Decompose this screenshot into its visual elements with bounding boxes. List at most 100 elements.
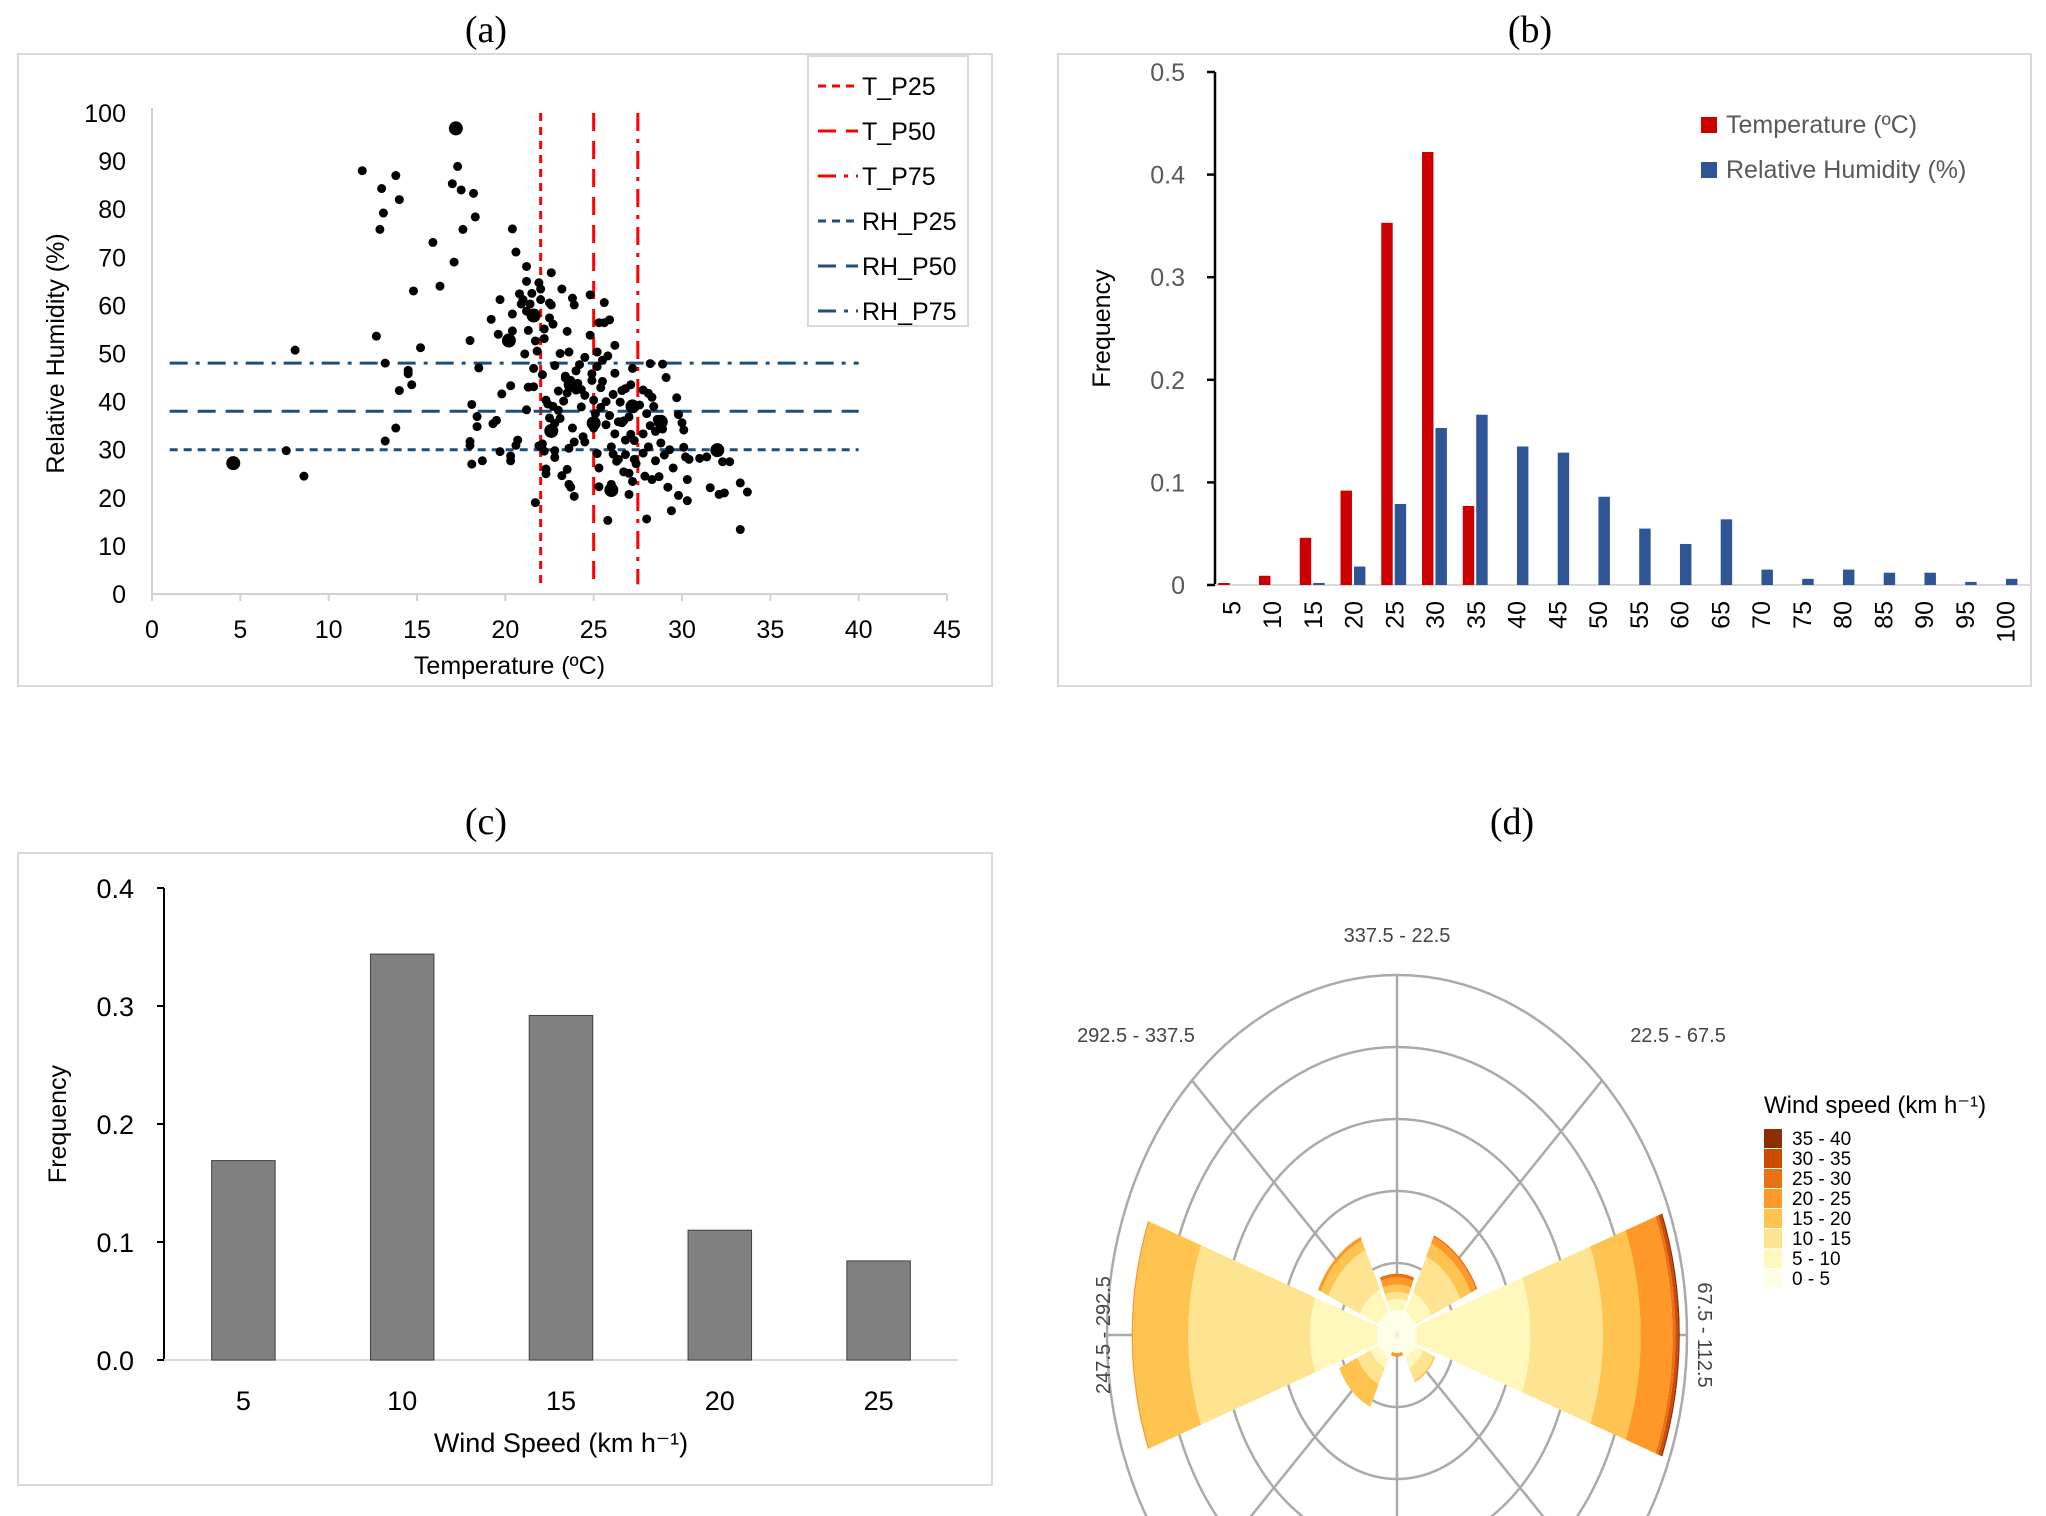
- x-axis-label: Temperature (ºC): [414, 652, 605, 680]
- scatter-point: [695, 453, 705, 463]
- bar-humidity: [1842, 569, 1855, 585]
- scatter-chart-a: 0 10 20 30 40 50 60 70 80 90 100 0 5 10 15 20 25 30 35 40 45…: [42, 55, 969, 680]
- scatter-point: [580, 390, 590, 400]
- x-tick-label: 40: [1504, 601, 1532, 629]
- grid-spoke: [1396, 1334, 1545, 1516]
- scatter-point: [553, 405, 563, 415]
- rose-segment: [1405, 1292, 1432, 1325]
- x-tick-label: 45: [1544, 601, 1572, 629]
- rose-segment: [1397, 1335, 1416, 1358]
- y-axis-label: Frequency: [1088, 269, 1116, 388]
- scatter-point: [638, 429, 648, 439]
- scatter-point: [620, 435, 630, 445]
- scatter-point: [470, 212, 480, 222]
- scatter-point: [682, 475, 692, 485]
- bar-humidity: [1598, 496, 1610, 585]
- rose-segment: [1430, 1236, 1477, 1293]
- scatter-point: [718, 457, 728, 467]
- bar-humidity: [1353, 566, 1366, 585]
- legend-label: RH_P75: [862, 298, 957, 326]
- bar-chart-c: 0.0 0.1 0.2 0.3 0.4 Frequency 5 10 15 20 25 Wind Sp…: [44, 874, 958, 1458]
- bar-humidity: [1802, 578, 1814, 585]
- scatter-point: [541, 469, 551, 479]
- scatter-point: [546, 300, 556, 310]
- scatter-point: [495, 295, 505, 305]
- y-axis-label: Frequency: [44, 1064, 72, 1183]
- x-tick-label: 95: [1952, 601, 1980, 629]
- y-tick-label: 60: [98, 292, 126, 320]
- scatter-point: [596, 402, 606, 412]
- rose-segment: [1413, 1356, 1436, 1383]
- x-tick-label: 75: [1789, 601, 1817, 629]
- scatter-point: [391, 423, 401, 433]
- scatter-point: [380, 358, 390, 368]
- bar-temperature: [1422, 152, 1434, 585]
- scatter-point: [635, 400, 645, 410]
- rose-segment: [1320, 1240, 1366, 1296]
- scatter-point: [610, 368, 620, 378]
- scatter-point: [507, 224, 517, 234]
- legend-label: 30 - 35: [1792, 1149, 1851, 1170]
- scatter-point: [569, 491, 579, 501]
- scatter-point: [606, 442, 616, 452]
- scatter-point: [377, 184, 387, 194]
- x-tick-label: 25: [1381, 601, 1409, 629]
- scatter-point: [705, 483, 715, 493]
- rose-segment: [1409, 1350, 1434, 1381]
- scatter-point: [357, 166, 367, 176]
- scatter-point: [550, 446, 560, 456]
- scatter-point: [673, 410, 683, 420]
- legend-label: Relative Humidity (%): [1726, 156, 1966, 184]
- scatter-point: [629, 436, 639, 446]
- y-tick-label: 0.3: [96, 992, 134, 1022]
- y-tick-label: 0.1: [96, 1228, 134, 1258]
- scatter-point: [642, 409, 652, 419]
- x-tick-label: 85: [1870, 601, 1898, 629]
- scatter-point: [299, 471, 309, 481]
- scatter-point: [522, 276, 532, 286]
- panel-a-title: (a): [464, 9, 508, 51]
- bar-wind-speed: [528, 1014, 594, 1361]
- legend-label: RH_P25: [862, 208, 957, 236]
- y-tick-label: 0.1: [1150, 469, 1185, 497]
- legend-label: 35 - 40: [1792, 1129, 1851, 1150]
- bar-temperature: [1381, 222, 1393, 585]
- scatter-point: [603, 515, 613, 525]
- legend-label: T_P25: [862, 73, 936, 101]
- scatter-point: [394, 195, 404, 205]
- legend-label: 25 - 30: [1792, 1169, 1851, 1190]
- panel-b-title: (b): [1507, 9, 1553, 51]
- scatter-point: [599, 298, 609, 308]
- legend-swatch: [1764, 1269, 1782, 1288]
- scatter-point: [375, 224, 385, 234]
- y-tick-label: 0.3: [1150, 264, 1185, 292]
- scatter-point: [486, 314, 496, 324]
- scatter-point: [507, 326, 517, 336]
- legend-swatch: [1701, 117, 1717, 133]
- scatter-point: [679, 442, 689, 452]
- scatter-point: [589, 423, 599, 433]
- scatter-point: [587, 375, 597, 385]
- rose-segment: [1379, 1273, 1415, 1281]
- direction-label: 67.5 - 112.5: [1693, 1282, 1715, 1387]
- direction-label: 247.5 - 292.5: [1093, 1276, 1115, 1394]
- scatter-point: [456, 185, 466, 195]
- bar-wind-speed: [846, 1260, 911, 1361]
- scatter-point: [735, 525, 745, 535]
- legend-swatch: [1764, 1149, 1782, 1168]
- y-tick-label: 20: [98, 485, 126, 513]
- x-tick-label: 90: [1911, 601, 1939, 629]
- scatter-point: [497, 389, 507, 399]
- legend-swatch: [1764, 1129, 1782, 1148]
- scatter-point: [472, 412, 482, 422]
- scatter-point: [580, 437, 590, 447]
- legend-label: 0 - 5: [1792, 1269, 1830, 1290]
- scatter-point: [539, 324, 549, 334]
- scatter-point: [555, 349, 565, 358]
- scatter-point: [529, 382, 539, 392]
- scatter-point: [539, 446, 549, 456]
- x-tick-label: 60: [1667, 601, 1695, 629]
- rose-segment: [1382, 1284, 1412, 1295]
- rose-segment: [1405, 1345, 1424, 1368]
- histogram-chart-b: 0 0.1 0.2 0.3 0.4 0.5 Frequency 5 10 15 20 25 30 35 40…: [1088, 59, 2030, 643]
